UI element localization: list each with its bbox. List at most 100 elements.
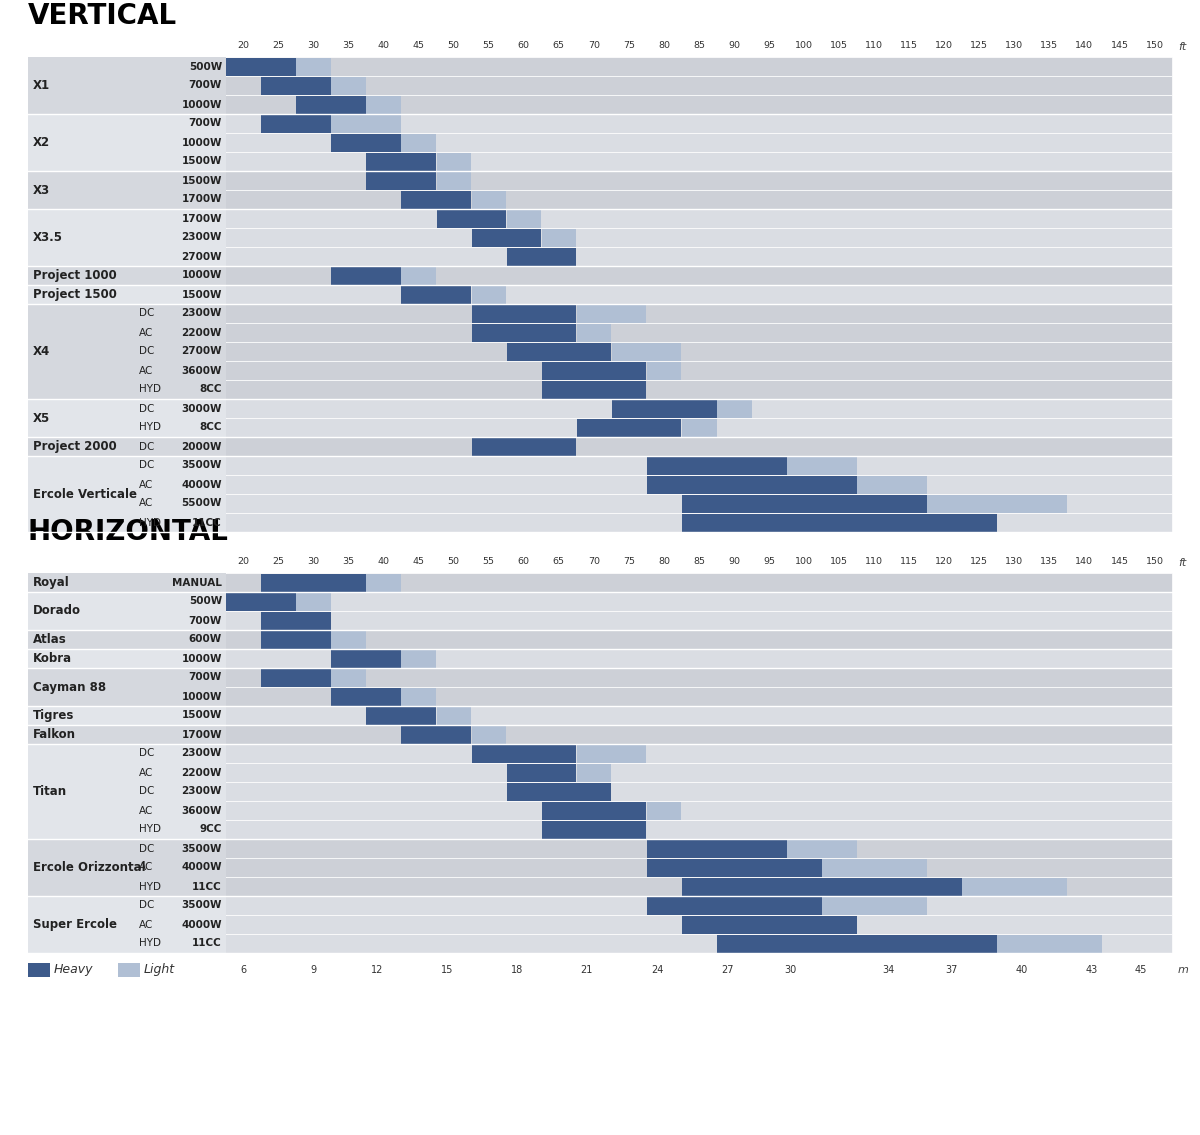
Bar: [506, 801, 541, 819]
Bar: [472, 400, 505, 418]
Bar: [961, 304, 996, 322]
Bar: [296, 134, 331, 151]
Bar: [331, 592, 366, 611]
Bar: [857, 476, 892, 494]
Bar: [716, 573, 751, 591]
Bar: [857, 247, 892, 266]
Bar: [576, 782, 611, 800]
Bar: [472, 801, 505, 819]
Bar: [296, 304, 331, 322]
Text: X1: X1: [34, 79, 50, 92]
Bar: [366, 858, 401, 876]
Bar: [296, 437, 331, 455]
Bar: [857, 362, 892, 379]
Bar: [296, 152, 331, 170]
Bar: [716, 343, 751, 361]
Bar: [1102, 801, 1136, 819]
Bar: [226, 706, 1172, 725]
Bar: [857, 649, 892, 667]
Bar: [612, 877, 646, 896]
Bar: [541, 134, 576, 151]
Bar: [262, 380, 295, 398]
Bar: [401, 669, 436, 687]
Bar: [226, 133, 1172, 152]
Bar: [226, 304, 1172, 323]
Bar: [822, 592, 856, 611]
Bar: [1067, 362, 1102, 379]
Bar: [997, 631, 1031, 648]
Bar: [787, 840, 857, 858]
Bar: [401, 858, 436, 876]
Text: X4: X4: [34, 345, 50, 358]
Bar: [1102, 877, 1136, 896]
Bar: [226, 456, 1172, 476]
Bar: [366, 821, 401, 839]
Bar: [226, 191, 260, 209]
Bar: [472, 782, 505, 800]
Bar: [822, 267, 856, 285]
Bar: [926, 95, 961, 114]
Bar: [647, 706, 680, 724]
Bar: [682, 171, 716, 190]
Bar: [1067, 897, 1102, 915]
Text: AC: AC: [139, 806, 154, 816]
Bar: [506, 323, 541, 342]
Text: 2000W: 2000W: [181, 442, 222, 452]
Bar: [366, 573, 401, 591]
Bar: [926, 934, 961, 952]
Bar: [226, 362, 260, 379]
Bar: [472, 228, 541, 246]
Bar: [401, 592, 436, 611]
Bar: [997, 286, 1031, 303]
Bar: [787, 456, 857, 474]
Bar: [296, 115, 331, 133]
Bar: [366, 343, 401, 361]
Bar: [28, 266, 226, 285]
Bar: [682, 649, 716, 667]
Bar: [647, 362, 680, 379]
Bar: [296, 631, 331, 648]
Bar: [647, 476, 680, 494]
Bar: [402, 725, 472, 743]
Bar: [1102, 649, 1136, 667]
Bar: [262, 877, 295, 896]
Bar: [262, 573, 366, 591]
Bar: [366, 171, 437, 190]
Bar: [926, 380, 961, 398]
Bar: [926, 840, 961, 858]
Bar: [962, 877, 1067, 896]
Text: 9: 9: [311, 965, 317, 975]
Bar: [226, 725, 260, 743]
Bar: [541, 782, 576, 800]
Bar: [961, 916, 996, 933]
Bar: [892, 612, 926, 630]
Bar: [262, 612, 295, 630]
Bar: [331, 400, 366, 418]
Bar: [1067, 725, 1102, 743]
Bar: [331, 801, 366, 819]
Bar: [401, 801, 436, 819]
Bar: [226, 418, 1172, 437]
Bar: [576, 612, 611, 630]
Bar: [541, 152, 576, 170]
Bar: [892, 934, 926, 952]
Bar: [401, 612, 436, 630]
Bar: [401, 362, 436, 379]
Bar: [576, 286, 611, 303]
Bar: [366, 592, 401, 611]
Bar: [892, 688, 926, 706]
Bar: [331, 323, 366, 342]
Bar: [506, 362, 541, 379]
Bar: [366, 934, 401, 952]
Bar: [541, 513, 576, 531]
Bar: [892, 210, 926, 227]
Bar: [751, 745, 786, 763]
Text: Falkon: Falkon: [34, 728, 76, 741]
Bar: [1102, 152, 1136, 170]
Bar: [647, 669, 680, 687]
Bar: [541, 688, 576, 706]
Bar: [541, 456, 576, 474]
Bar: [296, 801, 331, 819]
Bar: [1136, 916, 1171, 933]
Bar: [262, 592, 295, 611]
